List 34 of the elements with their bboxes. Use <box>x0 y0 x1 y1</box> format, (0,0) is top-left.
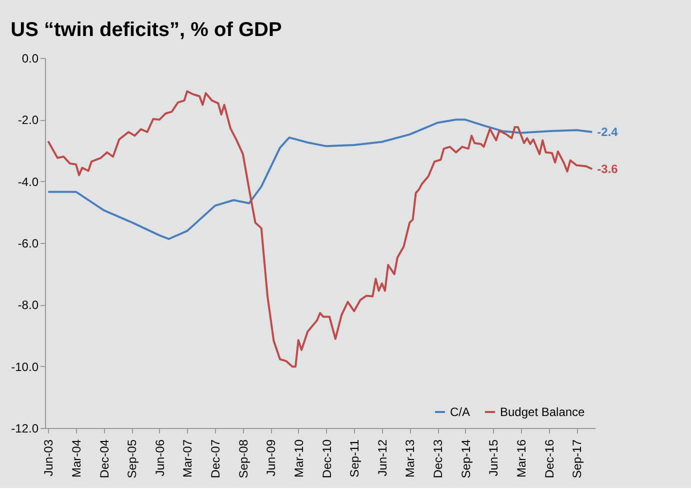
x-tick-label: Dec-13 <box>431 439 446 478</box>
x-tick-label: Mar-16 <box>514 439 528 478</box>
chart-title: US “twin deficits”, % of GDP <box>10 19 282 41</box>
x-tick-label: Jun-09 <box>264 439 278 476</box>
y-tick-label: -10.0 <box>11 360 39 374</box>
y-tick-label: -6.0 <box>18 236 39 250</box>
x-tick-label: Dec-07 <box>208 439 223 478</box>
x-tick-label: Jun-12 <box>375 439 390 476</box>
data-label: -2.4 <box>597 125 618 139</box>
x-tick-label: Dec-16 <box>542 439 556 478</box>
x-tick-label: Sep-17 <box>570 439 584 478</box>
x-tick-label: Mar-04 <box>69 439 84 478</box>
x-tick-label: Sep-08 <box>236 439 250 478</box>
line-series <box>47 90 594 368</box>
x-tick-label: Sep-05 <box>125 439 140 478</box>
x-tick-label: Jun-15 <box>486 439 501 476</box>
y-tick-label: 0.0 <box>22 52 39 66</box>
x-tick-label: Sep-11 <box>348 439 362 478</box>
y-tick-label: -12.0 <box>11 422 39 436</box>
x-tick-label: Jun-03 <box>42 439 56 476</box>
legend-label: C/A <box>450 405 470 419</box>
x-tick-label: Mar-13 <box>403 439 418 478</box>
legend-label: Budget Balance <box>500 405 586 419</box>
data-label: -3.6 <box>597 162 618 176</box>
y-tick-label: -2.0 <box>18 113 39 128</box>
x-tick-label: Dec-10 <box>320 439 334 478</box>
x-tick-label: Mar-10 <box>292 439 306 478</box>
x-tick-label: Jun-06 <box>152 439 167 476</box>
x-tick-label: Sep-14 <box>458 439 473 478</box>
x-tick-label: Dec-04 <box>97 439 112 478</box>
line-series <box>47 118 594 240</box>
y-tick-label: -4.0 <box>18 174 39 189</box>
y-tick-label: -8.0 <box>18 298 39 312</box>
x-tick-label: Mar-07 <box>180 439 195 478</box>
